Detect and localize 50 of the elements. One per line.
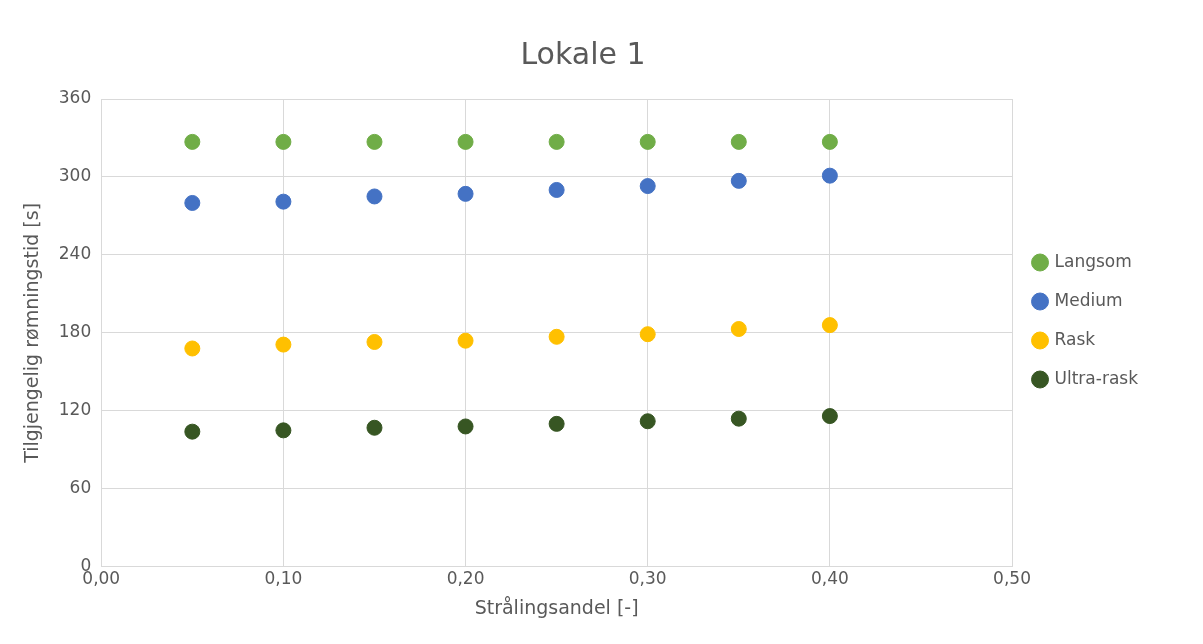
- point: [639, 326, 656, 343]
- point: [821, 133, 838, 150]
- y-tick-label: 300: [58, 165, 92, 186]
- point: [548, 415, 565, 432]
- point: [366, 188, 383, 205]
- chart-title: Lokale 1: [520, 35, 646, 71]
- point: [730, 321, 747, 337]
- point: [457, 133, 474, 150]
- point: [275, 193, 292, 210]
- point: [730, 133, 747, 150]
- point: [184, 423, 201, 440]
- legend-label: Langsom: [1054, 250, 1132, 271]
- y-tick-label: 360: [58, 87, 92, 108]
- point: [366, 133, 383, 150]
- point: [366, 419, 383, 436]
- point: [548, 328, 565, 345]
- point: [457, 418, 474, 435]
- point: [821, 317, 838, 334]
- point: [275, 133, 292, 150]
- x-axis-title: Strålingsandel [-]: [474, 595, 639, 618]
- legend-label: Medium: [1054, 289, 1123, 310]
- x-tick-label: 0,40: [810, 568, 849, 589]
- point: [184, 340, 201, 357]
- legend-label: Ultra-rask: [1054, 367, 1139, 388]
- point: [821, 167, 838, 184]
- point: [548, 133, 565, 150]
- x-tick-label: 0,20: [446, 568, 485, 589]
- point: [639, 413, 656, 430]
- y-tick-label: 60: [69, 477, 92, 498]
- point: [548, 181, 565, 198]
- point: [184, 133, 201, 150]
- point: [275, 422, 292, 439]
- y-axis-title: Tilgjengelig rømningstid [s]: [20, 202, 43, 464]
- point: [184, 194, 201, 211]
- y-tick-label: 120: [58, 399, 92, 420]
- x-tick-label: 0,10: [264, 568, 303, 589]
- point: [730, 410, 747, 427]
- y-tick-label: 240: [58, 243, 92, 264]
- y-tick-label: 180: [58, 321, 92, 342]
- point: [275, 336, 292, 353]
- point: [639, 178, 656, 195]
- point: [457, 332, 474, 349]
- point: [639, 133, 656, 150]
- x-tick-label: 0,30: [628, 568, 667, 589]
- x-tick-label: 0,50: [993, 568, 1031, 589]
- point: [366, 334, 383, 350]
- point: [730, 172, 747, 189]
- point: [457, 185, 474, 202]
- point: [821, 408, 838, 425]
- legend-label: Rask: [1054, 328, 1096, 349]
